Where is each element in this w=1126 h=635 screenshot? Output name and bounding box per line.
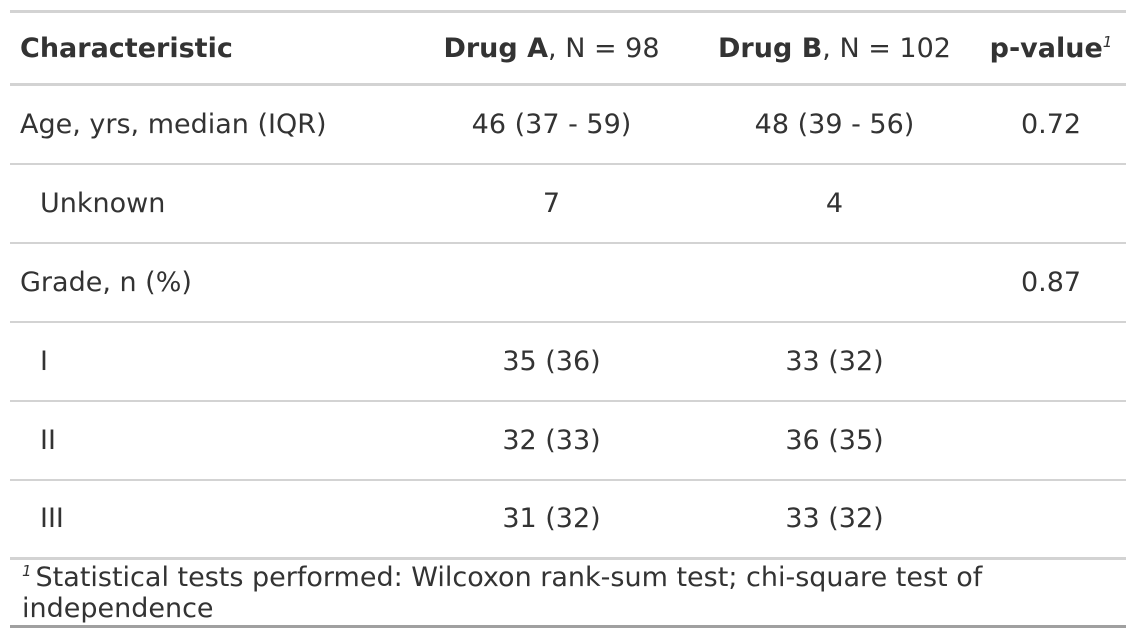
table-row: Unknown 7 4 <box>10 164 1126 243</box>
cell-pvalue <box>976 480 1126 559</box>
cell-drug-a: 35 (36) <box>502 345 601 377</box>
cell-drug-a: 46 (37 - 59) <box>471 108 632 140</box>
cell-pvalue <box>976 401 1126 480</box>
summary-table-container: Characteristic Drug A, N = 98 Drug B, N … <box>10 10 1126 628</box>
table-row: III 31 (32) 33 (32) <box>10 480 1126 559</box>
row-label: III <box>40 503 64 535</box>
cell-drug-a <box>410 243 693 322</box>
row-label: Age, yrs, median (IQR) <box>20 108 327 140</box>
table-row: II 32 (33) 36 (35) <box>10 401 1126 480</box>
table-header: Characteristic Drug A, N = 98 Drug B, N … <box>10 11 1126 85</box>
cell-drug-b <box>693 243 976 322</box>
cell-drug-b: 33 (32) <box>785 345 884 377</box>
table-row: Grade, n (%) 0.87 <box>10 243 1126 322</box>
header-characteristic: Characteristic <box>20 32 233 64</box>
footnote-mark: 1 <box>22 561 32 580</box>
footnote-row: 1 Statistical tests performed: Wilcoxon r… <box>10 559 1126 627</box>
footnote: 1 Statistical tests performed: Wilcoxon r… <box>10 559 1126 627</box>
row-label: Unknown <box>40 187 166 219</box>
cell-pvalue <box>976 164 1126 243</box>
cell-drug-b: 48 (39 - 56) <box>754 108 915 140</box>
cell-pvalue <box>976 322 1126 401</box>
cell-drug-b: 36 (35) <box>785 424 884 456</box>
table-row: Age, yrs, median (IQR) 46 (37 - 59) 48 (… <box>10 85 1126 164</box>
footnote-text: Statistical tests performed: Wilcoxon ra… <box>22 561 983 624</box>
header-row: Characteristic Drug A, N = 98 Drug B, N … <box>10 11 1126 85</box>
header-drug-a: Drug A, N = 98 <box>410 12 693 85</box>
header-drug-a-name: Drug A <box>443 32 549 64</box>
cell-pvalue: 0.87 <box>1020 266 1082 298</box>
table-footer: 1 Statistical tests performed: Wilcoxon r… <box>10 559 1126 627</box>
header-pvalue-label: p-value <box>989 32 1103 64</box>
cell-drug-b: 4 <box>825 187 844 219</box>
header-drug-b-name: Drug B <box>718 32 823 64</box>
header-pvalue-footnote-mark: 1 <box>1102 32 1113 51</box>
row-label: II <box>40 424 56 456</box>
table-row: I 35 (36) 33 (32) <box>10 322 1126 401</box>
summary-table: Characteristic Drug A, N = 98 Drug B, N … <box>10 10 1126 628</box>
header-drug-b: Drug B, N = 102 <box>693 12 976 85</box>
cell-drug-a: 31 (32) <box>502 503 601 535</box>
cell-drug-a: 7 <box>542 187 561 219</box>
table-body: Age, yrs, median (IQR) 46 (37 - 59) 48 (… <box>10 85 1126 559</box>
cell-drug-b: 33 (32) <box>785 503 884 535</box>
header-drug-a-n: , N = 98 <box>548 32 660 64</box>
row-label: I <box>40 345 48 377</box>
cell-drug-a: 32 (33) <box>502 424 601 456</box>
header-pvalue: p-value1 <box>976 12 1126 85</box>
header-drug-b-n: , N = 102 <box>822 32 951 64</box>
cell-pvalue: 0.72 <box>1020 108 1082 140</box>
row-label: Grade, n (%) <box>20 266 192 298</box>
